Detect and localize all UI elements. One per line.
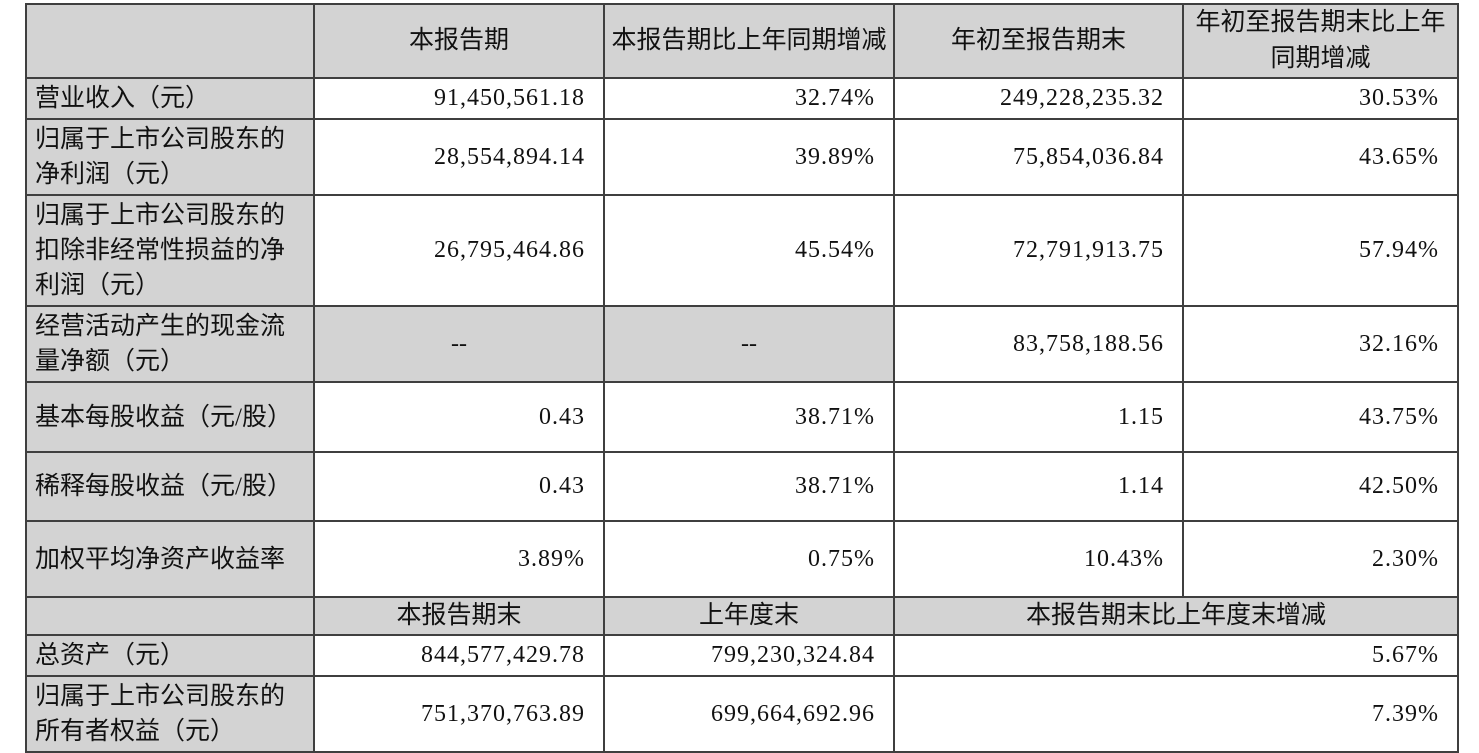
value-cell: 249,228,235.32 — [893, 77, 1184, 120]
value-cell: 39.89% — [603, 118, 895, 196]
table-row: 营业收入（元） 91,450,561.18 32.74% 249,228,235… — [25, 77, 1459, 120]
subheader-cell-period-end: 本报告期末 — [313, 596, 605, 636]
value-cell: 0.43 — [313, 451, 605, 522]
value-cell: 83,758,188.56 — [893, 305, 1184, 383]
value-cell: 43.65% — [1182, 118, 1459, 196]
value-cell: 38.71% — [603, 381, 895, 453]
value-cell: 38.71% — [603, 451, 895, 522]
header-cell-current-period-yoy-change: 本报告期比上年同期增减 — [603, 3, 895, 79]
value-cell: 844,577,429.78 — [313, 634, 605, 677]
value-cell: 7.39% — [893, 675, 1459, 753]
row-label: 基本每股收益（元/股） — [25, 381, 315, 453]
row-label: 归属于上市公司股东的所有者权益（元） — [25, 675, 315, 753]
value-cell: 5.67% — [893, 634, 1459, 677]
subheader-cell-empty — [25, 596, 315, 636]
row-label: 归属于上市公司股东的净利润（元） — [25, 118, 315, 196]
table-subheader-row: 本报告期末 上年度末 本报告期末比上年度末增减 — [25, 596, 1459, 636]
row-label: 归属于上市公司股东的扣除非经常性损益的净利润（元） — [25, 194, 315, 307]
table-row: 归属于上市公司股东的扣除非经常性损益的净利润（元） 26,795,464.86 … — [25, 194, 1459, 307]
row-label: 加权平均净资产收益率 — [25, 520, 315, 598]
value-cell: 57.94% — [1182, 194, 1459, 307]
subheader-cell-prior-year-end: 上年度末 — [603, 596, 895, 636]
value-cell: 75,854,036.84 — [893, 118, 1184, 196]
header-cell-year-to-date: 年初至报告期末 — [893, 3, 1184, 79]
header-cell-empty — [25, 3, 315, 79]
financial-summary-table: 本报告期 本报告期比上年同期增减 年初至报告期末 年初至报告期末比上年同期增减 … — [25, 3, 1459, 753]
value-cell: 26,795,464.86 — [313, 194, 605, 307]
table-row: 加权平均净资产收益率 3.89% 0.75% 10.43% 2.30% — [25, 520, 1459, 598]
row-label: 稀释每股收益（元/股） — [25, 451, 315, 522]
table-row: 基本每股收益（元/股） 0.43 38.71% 1.15 43.75% — [25, 381, 1459, 453]
row-label: 总资产（元） — [25, 634, 315, 677]
value-cell: 0.75% — [603, 520, 895, 598]
header-cell-current-period: 本报告期 — [313, 3, 605, 79]
value-cell: 0.43 — [313, 381, 605, 453]
value-cell: 43.75% — [1182, 381, 1459, 453]
table-header-row: 本报告期 本报告期比上年同期增减 年初至报告期末 年初至报告期末比上年同期增减 — [25, 3, 1459, 79]
value-cell: 699,664,692.96 — [603, 675, 895, 753]
table-row: 归属于上市公司股东的所有者权益（元） 751,370,763.89 699,66… — [25, 675, 1459, 753]
table-row: 总资产（元） 844,577,429.78 799,230,324.84 5.6… — [25, 634, 1459, 677]
value-cell-not-applicable: -- — [313, 305, 605, 383]
value-cell: 2.30% — [1182, 520, 1459, 598]
row-label: 经营活动产生的现金流量净额（元） — [25, 305, 315, 383]
value-cell: 45.54% — [603, 194, 895, 307]
value-cell: 1.14 — [893, 451, 1184, 522]
header-cell-year-to-date-yoy-change: 年初至报告期末比上年同期增减 — [1182, 3, 1459, 79]
table-row: 归属于上市公司股东的净利润（元） 28,554,894.14 39.89% 75… — [25, 118, 1459, 196]
value-cell: 3.89% — [313, 520, 605, 598]
value-cell: 751,370,763.89 — [313, 675, 605, 753]
value-cell: 91,450,561.18 — [313, 77, 605, 120]
value-cell: 32.16% — [1182, 305, 1459, 383]
value-cell: 28,554,894.14 — [313, 118, 605, 196]
value-cell: 10.43% — [893, 520, 1184, 598]
subheader-cell-period-end-change: 本报告期末比上年度末增减 — [893, 596, 1459, 636]
value-cell: 32.74% — [603, 77, 895, 120]
table-row: 经营活动产生的现金流量净额（元） -- -- 83,758,188.56 32.… — [25, 305, 1459, 383]
value-cell-not-applicable: -- — [603, 305, 895, 383]
value-cell: 30.53% — [1182, 77, 1459, 120]
table-row: 稀释每股收益（元/股） 0.43 38.71% 1.14 42.50% — [25, 451, 1459, 522]
value-cell: 799,230,324.84 — [603, 634, 895, 677]
value-cell: 1.15 — [893, 381, 1184, 453]
value-cell: 42.50% — [1182, 451, 1459, 522]
row-label: 营业收入（元） — [25, 77, 315, 120]
value-cell: 72,791,913.75 — [893, 194, 1184, 307]
